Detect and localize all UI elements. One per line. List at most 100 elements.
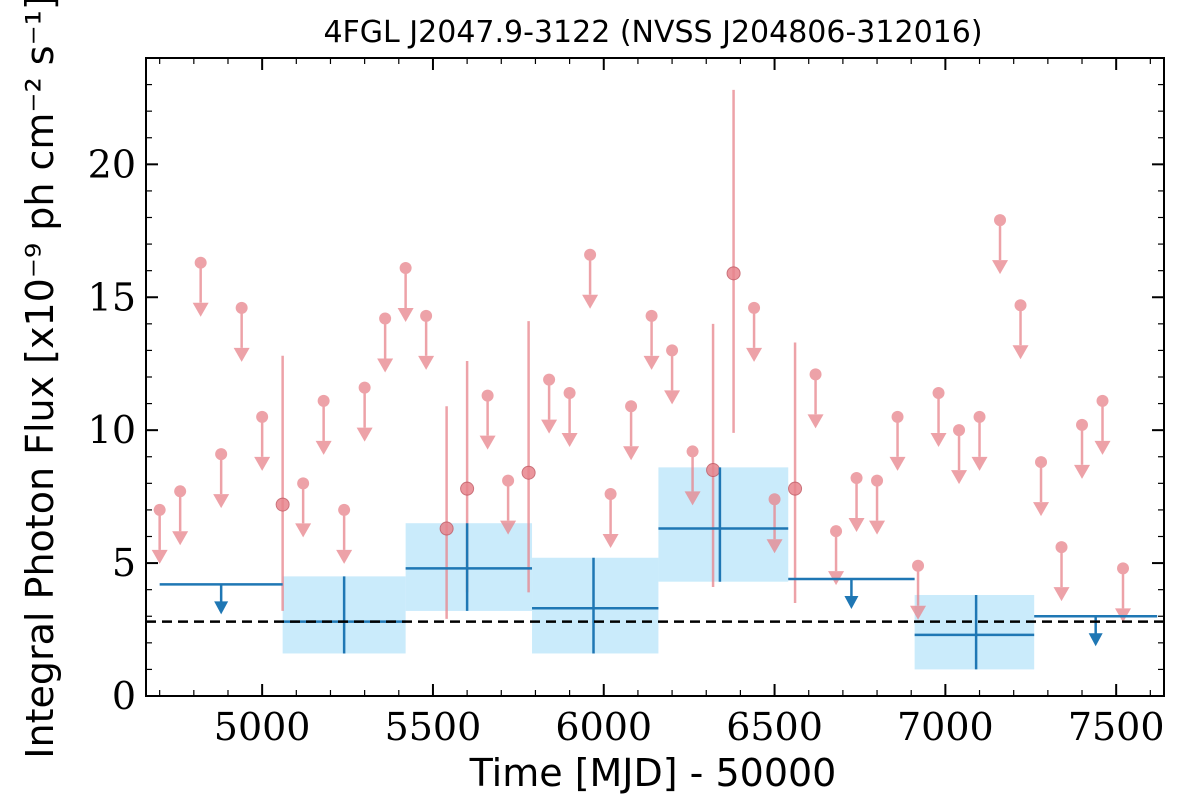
short-bin-upper-limit-arrow (397, 308, 414, 323)
short-bin-upper-limit-9 (356, 381, 373, 442)
short-bin-upper-limit-arrow (869, 520, 886, 535)
short-bin-upper-limit-marker (1035, 456, 1048, 469)
short-bin-upper-limit-arrow (418, 355, 435, 370)
short-bin-upper-limit-arrow (971, 456, 988, 471)
short-bin-upper-limit-marker (297, 477, 310, 490)
short-bin-upper-limit-marker (543, 373, 556, 386)
y-tick-label: 5 (112, 541, 136, 585)
short-bin-upper-limit-arrow (1094, 440, 1111, 455)
short-bin-upper-limit-arrow (992, 260, 1009, 275)
short-bin-upper-limit-33 (971, 410, 988, 471)
short-bin-upper-limit-marker (1117, 562, 1130, 575)
short-bin-upper-limit-14 (500, 474, 517, 535)
short-bin-upper-limit-11 (397, 262, 414, 323)
short-bin-upper-limit-marker (1096, 394, 1109, 407)
short-bin-upper-limit-marker (994, 214, 1007, 227)
short-bin-upper-limit-marker (338, 503, 351, 516)
long-bin-upper-limit-arrow-2 (1088, 633, 1103, 647)
short-bin-upper-limit-arrow (1074, 464, 1091, 479)
short-bin-upper-limit-7 (315, 394, 332, 455)
short-bin-upper-limit-marker (1014, 299, 1027, 312)
short-bin-upper-limit-arrow (172, 531, 189, 546)
plot-area (146, 89, 1164, 670)
x-tick-label: 7500 (1068, 705, 1165, 749)
short-bin-upper-limit-18 (602, 487, 619, 548)
short-bin-upper-limit-arrow (500, 520, 517, 535)
short-bin-upper-limit-marker (604, 487, 617, 500)
short-bin-upper-limit-32 (951, 424, 968, 485)
short-bin-upper-limit-arrow (295, 523, 312, 538)
x-tick-label: 7000 (897, 705, 994, 749)
short-bin-upper-limit-arrow (664, 390, 681, 405)
short-bin-upper-limit-arrow (910, 605, 927, 620)
short-bin-upper-limit-marker (686, 445, 699, 458)
short-bin-upper-limit-37 (1053, 541, 1070, 602)
short-bin-upper-limit-arrow (684, 491, 701, 506)
x-axis: 5000 5500 6000 6500 7000 7500 (159, 58, 1165, 749)
short-bin-upper-limit-arrow (951, 470, 968, 485)
short-bin-upper-limit-19 (623, 400, 640, 461)
x-tick-label: 5500 (385, 705, 482, 749)
short-bin-point-0 (275, 497, 290, 512)
short-bin-upper-limit-marker (399, 262, 412, 275)
short-bin-upper-limit-arrow (1012, 345, 1029, 360)
short-bin-upper-limit-arrow (930, 432, 947, 447)
y-tick-label: 10 (88, 408, 136, 452)
short-bin-upper-limit-3 (213, 448, 230, 509)
short-bin-upper-limit-marker (563, 386, 576, 399)
short-bin-upper-limit-marker (953, 424, 966, 437)
short-bin-upper-limit-20 (643, 309, 660, 370)
short-bin-upper-limit-12 (418, 309, 435, 370)
short-bin-upper-limit-30 (910, 559, 927, 620)
long-bin-error-band-3 (658, 467, 789, 582)
short-bin-point-3 (521, 465, 536, 480)
y-tick-label: 0 (112, 674, 136, 718)
short-bin-upper-limit-arrow (602, 533, 619, 548)
short-bin-upper-limit-arrow (766, 539, 783, 554)
short-bin-upper-limit-40 (1115, 562, 1132, 623)
short-bin-upper-limit-arrow (151, 549, 168, 564)
short-bin-upper-limit-marker (871, 474, 884, 487)
short-bin-upper-limit-10 (377, 312, 394, 373)
short-bin-upper-limit-arrow (746, 347, 763, 362)
short-bin-upper-limit-marker (174, 485, 187, 498)
short-bin-upper-limit-marker (666, 344, 679, 357)
short-bin-upper-limit-marker (481, 389, 494, 402)
short-bin-upper-limit-marker (1055, 541, 1068, 554)
chart-title: 4FGL J2047.9-3122 (NVSS J204806-312016) (323, 15, 982, 50)
short-bin-upper-limit-marker (235, 301, 248, 314)
long-bin-error-band-4 (914, 594, 1035, 670)
short-bin-upper-limit-marker (809, 368, 822, 381)
short-bin-upper-limit-arrow (541, 419, 558, 434)
short-bin-point-2 (460, 481, 475, 496)
x-tick-label: 6500 (726, 705, 823, 749)
short-bin-upper-limit-arrow (848, 518, 865, 533)
short-bin-upper-limit-marker (768, 493, 781, 506)
short-bin-upper-limit-marker (256, 410, 269, 423)
short-bin-upper-limit-8 (336, 503, 353, 564)
short-bin-upper-limit-29 (889, 410, 906, 471)
short-bin-upper-limit-marker (379, 312, 392, 325)
short-bin-upper-limit-27 (848, 472, 865, 533)
short-bin-upper-limit-arrow (582, 294, 599, 309)
short-bin-point-5 (726, 266, 741, 281)
short-bin-point-6 (788, 481, 803, 496)
short-bin-upper-limit-marker (194, 256, 207, 269)
short-bin-upper-limit-marker (502, 474, 515, 487)
short-bin-upper-limit-17 (582, 248, 599, 309)
short-bin-upper-limit-5 (254, 410, 271, 471)
short-bin-upper-limit-arrow (623, 446, 640, 461)
short-bin-upper-limit-6 (295, 477, 312, 538)
short-bin-point-4 (706, 463, 721, 478)
short-bin-upper-limit-marker (215, 448, 228, 461)
short-bin-upper-limit-arrow (192, 302, 209, 317)
short-bin-upper-limit-marker (584, 248, 597, 261)
y-tick-label: 20 (88, 142, 136, 186)
short-bin-upper-limit-4 (233, 301, 250, 362)
long-bin-upper-limit-arrow-1 (844, 596, 859, 610)
x-tick-label: 6000 (555, 705, 652, 749)
short-bin-upper-limit-marker (317, 394, 330, 407)
short-bin-upper-limit-24 (766, 493, 783, 554)
short-bin-upper-limit-marker (912, 559, 925, 572)
